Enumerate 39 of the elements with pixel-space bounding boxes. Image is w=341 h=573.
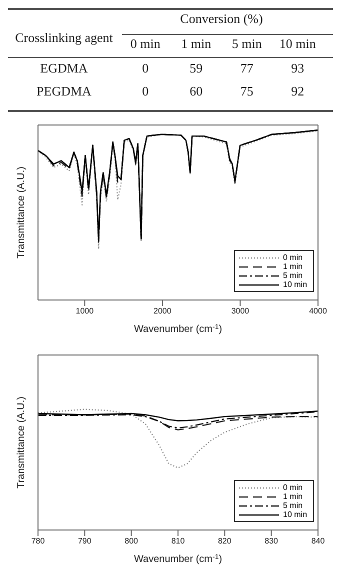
legend-label: 10 min: [283, 280, 308, 289]
x-tick-label: 810: [171, 536, 186, 546]
x-tick-label: 1 min: [181, 36, 212, 51]
x-tick-label: 5 min: [232, 36, 262, 51]
x-tick-label: 10 min: [279, 36, 316, 51]
x-tick-label: 790: [78, 536, 92, 546]
data-label: 59: [190, 60, 203, 76]
legend-label: 1 min: [283, 262, 303, 271]
y-tick-label: PEGDMA: [36, 84, 92, 98]
legend-label: 0 min: [283, 483, 303, 492]
x-tick-label: 4000: [309, 306, 328, 316]
y-axis-title: Crosslinking agent: [14, 30, 114, 46]
data-label: 60: [190, 84, 203, 98]
y-axis-title: Transmittance (A.U.): [16, 396, 27, 488]
data-label: 93: [291, 60, 304, 76]
data-label: 75: [240, 84, 254, 98]
data-label: 0: [142, 60, 149, 76]
x-axis-title: Conversion (%): [180, 11, 263, 26]
x-tick-label: 0 min: [130, 36, 161, 51]
x-tick-label: 3000: [231, 306, 250, 316]
legend-label: 0 min: [283, 253, 303, 262]
legend-label: 5 min: [283, 501, 303, 510]
x-axis-title: Wavenumber (cm$^{-1}$): [134, 324, 222, 335]
data-label: 77: [240, 60, 254, 76]
x-tick-label: 820: [218, 536, 232, 546]
y-axis-title: Transmittance (A.U.): [16, 166, 27, 258]
legend-label: 1 min: [283, 492, 303, 501]
data-label: 92: [291, 84, 304, 98]
data-label: 0: [142, 84, 149, 98]
x-tick-label: 830: [264, 536, 279, 546]
legend-label: 10 min: [283, 510, 308, 519]
x-axis-title: Wavenumber (cm$^{-1}$): [134, 554, 222, 565]
x-tick-label: 840: [311, 536, 326, 546]
x-tick-label: 2000: [154, 306, 172, 316]
y-tick-label: EGDMA: [40, 60, 88, 76]
legend-label: 5 min: [283, 271, 303, 280]
x-tick-label: 780: [31, 536, 46, 546]
x-tick-label: 1000: [76, 306, 94, 316]
x-tick-label: 800: [124, 536, 139, 546]
